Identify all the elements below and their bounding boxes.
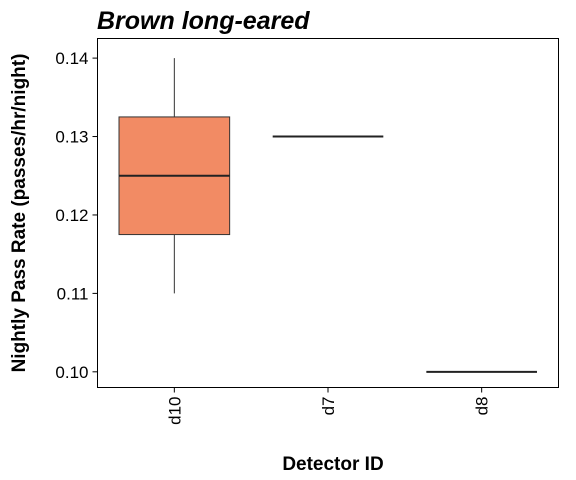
y-axis: 0.10 0.11 0.12 0.13 0.14 <box>55 49 98 382</box>
x-tick-label: d7 <box>319 397 338 416</box>
x-tick-label: d10 <box>165 397 184 425</box>
y-axis-label: Nightly Pass Rate (passes/hr/night) <box>9 54 30 373</box>
boxes-layer <box>118 58 537 373</box>
box-d10 <box>118 58 231 294</box>
y-tick-label: 0.12 <box>55 206 88 225</box>
x-axis: d10 d7 d8 <box>165 387 492 425</box>
y-tick-label: 0.13 <box>55 128 88 147</box>
y-tick-label: 0.14 <box>55 49 88 68</box>
y-tick-label: 0.10 <box>55 363 88 382</box>
x-axis-label: Detector ID <box>282 454 383 475</box>
y-tick-label: 0.11 <box>57 284 89 303</box>
chart-title: Brown long-eared <box>97 7 310 35</box>
x-tick-label: d8 <box>473 397 492 416</box>
